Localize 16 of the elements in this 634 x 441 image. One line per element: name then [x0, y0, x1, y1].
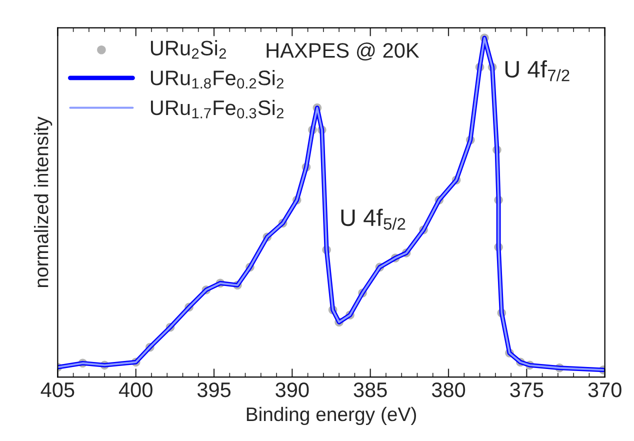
y-axis-title: normalized intensity	[34, 116, 52, 288]
x-tick-label: 385	[354, 382, 387, 398]
x-tick-label: 390	[276, 382, 309, 398]
x-tick-label: 375	[510, 382, 544, 398]
x-tick-label: 395	[197, 382, 231, 398]
legend-label: URu$_{2}$Si$_{2}$	[150, 40, 226, 59]
annotation: HAXPES @ 20K	[266, 42, 420, 60]
legend-label: URu$_{1.7}$Fe$_{0.3}$Si$_{2}$	[150, 100, 284, 118]
annotation: U 4f$_{5/2}$	[341, 208, 406, 230]
x-axis-title: Binding energy (eV)	[246, 406, 416, 426]
annotation: U 4f$_{7/2}$	[505, 60, 570, 82]
x-tick-label: 405	[40, 382, 74, 398]
legend-label: URu$_{1.8}$Fe$_{0.2}$Si$_{2}$	[150, 70, 284, 89]
x-tick-label: 400	[118, 382, 152, 398]
x-tick-label: 380	[432, 382, 466, 398]
x-tick-label: 370	[588, 382, 622, 398]
